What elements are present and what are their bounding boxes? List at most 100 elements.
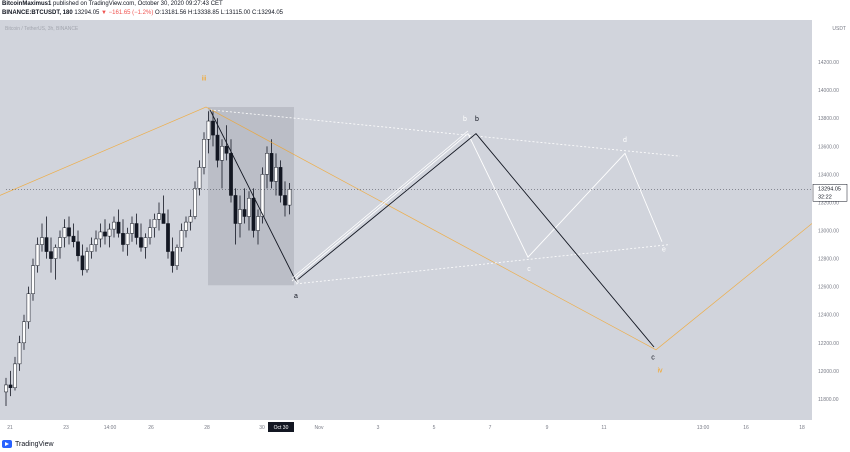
- candle: [44, 237, 49, 252]
- last-price-tag: [812, 184, 848, 202]
- candle: [166, 223, 170, 252]
- y-tick-label: 12600.00: [818, 285, 839, 291]
- y-tick-label: 13200.00: [818, 200, 839, 206]
- tradingview-logo[interactable]: TradingView: [2, 440, 54, 448]
- time-axis: [0, 420, 812, 438]
- candle: [143, 237, 148, 248]
- candle: [62, 227, 67, 238]
- x-tick-label: 14:00: [104, 425, 117, 431]
- candle: [58, 237, 62, 248]
- x-tick-label: Nov: [315, 425, 324, 431]
- x-tick-label: 18: [799, 425, 805, 431]
- candle: [98, 231, 103, 240]
- candle: [139, 237, 143, 248]
- candle: [238, 209, 242, 224]
- y-tick-label: 13600.00: [818, 144, 839, 150]
- wave-label-iii: iii: [202, 75, 207, 82]
- x-tick-label: 28: [204, 425, 210, 431]
- x-tick-label: 7: [489, 425, 492, 431]
- candle: [134, 223, 139, 238]
- y-tick-label: 13000.00: [818, 229, 839, 235]
- candle: [80, 255, 85, 271]
- candle: [125, 233, 130, 245]
- publisher-name[interactable]: BitcoinMaximus1: [2, 1, 52, 7]
- candle: [8, 384, 13, 388]
- wave-label-c: c: [651, 355, 655, 362]
- candle: [17, 342, 22, 365]
- candle: [112, 221, 116, 230]
- candle: [161, 213, 166, 224]
- last-date-tag: [268, 422, 294, 432]
- x-tick-label: 3: [377, 425, 380, 431]
- candle: [197, 167, 202, 189]
- price-change: ▼ −161.65 (−1.2%): [101, 10, 154, 16]
- candle: [269, 153, 274, 182]
- candle: [157, 213, 161, 220]
- candle: [287, 189, 292, 206]
- candle: [256, 216, 260, 231]
- corrective-wave-path: [209, 109, 655, 348]
- upper-dotted-trendline: [209, 109, 681, 157]
- tradingview-brand: TradingView: [15, 440, 54, 448]
- y-tick-label: 11800.00: [818, 397, 839, 403]
- candle: [13, 363, 17, 388]
- x-tick-label: 21: [7, 425, 13, 431]
- wave-label-b: b: [475, 116, 479, 123]
- corrective-wave-shadow: [291, 130, 469, 279]
- y-tick-label: 13400.00: [818, 172, 839, 178]
- countdown-label: 32:22: [818, 194, 832, 200]
- y-tick-label: 12800.00: [818, 257, 839, 263]
- candle: [4, 384, 8, 393]
- candle: [107, 228, 112, 237]
- price-axis: [812, 20, 850, 438]
- candle: [224, 146, 229, 154]
- candle: [130, 223, 134, 234]
- candle: [22, 321, 26, 344]
- orange-wave-line: [0, 106, 813, 351]
- chart-watermark: Bitcoin / TetherUS, 3h, BINANCE: [5, 26, 79, 32]
- y-tick-label: 12200.00: [818, 341, 839, 347]
- y-tick-label: 14000.00: [818, 88, 839, 94]
- x-tick-label: 16: [743, 425, 749, 431]
- candle: [76, 241, 80, 257]
- y-tick-label: 13800.00: [818, 116, 839, 122]
- triangle-wave-path: [291, 132, 663, 282]
- candle: [184, 221, 188, 231]
- wave-label-e: e: [662, 247, 666, 254]
- symbol-label: BINANCE:BTCUSDT, 180: [2, 10, 73, 16]
- candle: [211, 120, 215, 136]
- chart-area[interactable]: iii a a b b c d e c iv USDT 11800.00 12000.00 12200.0…: [0, 20, 850, 438]
- candle: [121, 233, 125, 245]
- candle: [215, 134, 220, 161]
- ohlc-values: O:13181.56 H:13338.85 L:13115.00 C:13294…: [153, 10, 284, 16]
- x-tick-label: 26: [148, 425, 154, 431]
- candle: [116, 221, 121, 234]
- last-price-label: 13294.05: [818, 186, 841, 192]
- candle: [260, 174, 265, 217]
- candle: [26, 293, 31, 323]
- footer-bar: TradingView: [0, 438, 850, 452]
- candle: [242, 209, 247, 217]
- candle: [278, 167, 283, 196]
- candle: [233, 195, 238, 224]
- candle: [188, 216, 193, 223]
- y-tick-label: 14200.00: [818, 60, 839, 66]
- x-tick-label: 5: [433, 425, 436, 431]
- x-tick-label: 30: [259, 425, 265, 431]
- candle: [175, 247, 179, 266]
- tradingview-icon: [2, 440, 12, 448]
- x-tick-label: 23: [63, 425, 69, 431]
- wave-label-a: a: [294, 293, 298, 300]
- candle: [193, 188, 197, 217]
- highlight-box: [208, 107, 294, 286]
- candle: [94, 238, 98, 245]
- x-tick-label: 9: [546, 425, 549, 431]
- x-tick-label: 11: [601, 425, 606, 431]
- candle: [71, 235, 76, 243]
- candle: [247, 197, 251, 217]
- candle: [31, 265, 35, 294]
- wave-label-a-white: a: [295, 277, 299, 284]
- candle: [251, 197, 256, 231]
- y-tick-label: 12000.00: [818, 369, 839, 375]
